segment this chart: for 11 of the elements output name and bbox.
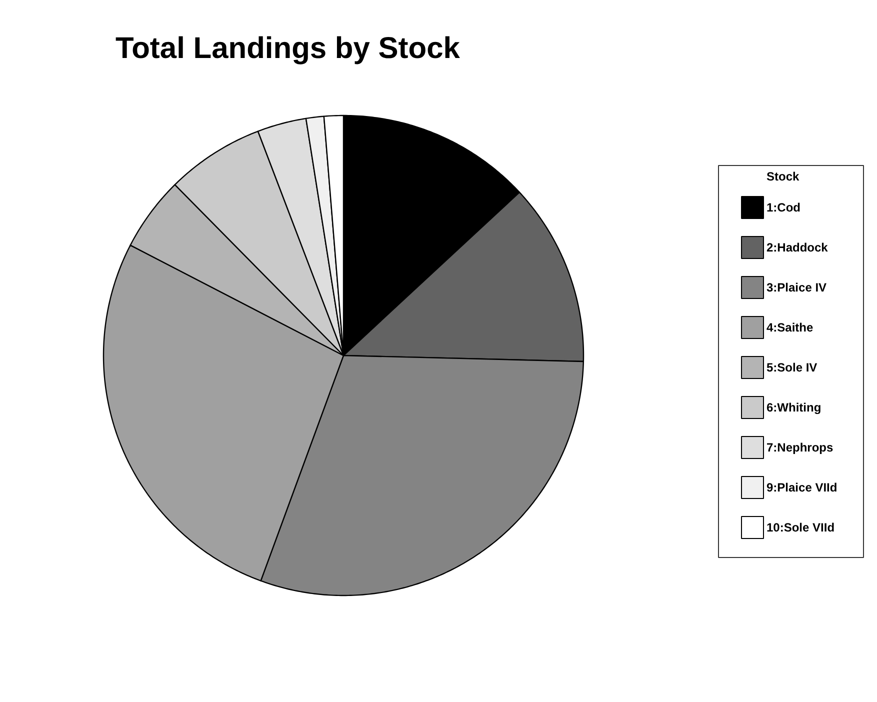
legend-label: 1:Cod [766, 200, 800, 214]
legend-label: 3:Plaice IV [766, 280, 827, 294]
legend-label: 9:Plaice VIId [766, 480, 838, 494]
legend-title: Stock [766, 170, 800, 184]
chart-title: Total Landings by Stock [116, 32, 460, 65]
legend-label: 2:Haddock [766, 240, 828, 254]
legend-label: 5:Sole IV [766, 360, 818, 374]
legend-label: 7:Nephrops [766, 440, 834, 454]
legend-label: 6:Whiting [766, 400, 822, 414]
legend-label: 4:Saithe [766, 320, 814, 334]
legend-label: 10:Sole VIId [766, 520, 835, 534]
